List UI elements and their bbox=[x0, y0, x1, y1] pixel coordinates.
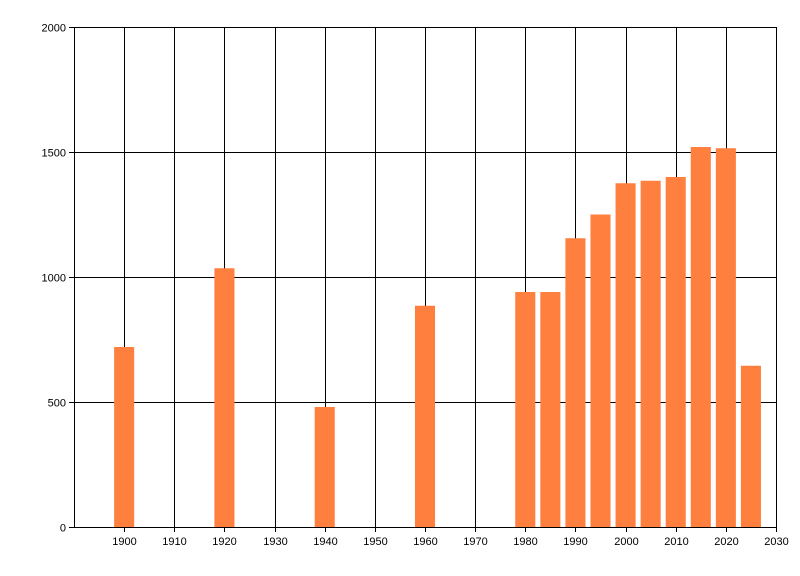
bar bbox=[690, 147, 711, 527]
y-tick-label: 1500 bbox=[42, 148, 66, 160]
x-tick-label: 2030 bbox=[764, 536, 788, 548]
y-tick-label: 500 bbox=[48, 398, 66, 410]
bar bbox=[615, 183, 636, 527]
bar bbox=[414, 305, 436, 527]
bars bbox=[114, 147, 761, 527]
y-tick-label: 2000 bbox=[42, 23, 66, 35]
x-tick-label: 1900 bbox=[112, 536, 136, 548]
x-tick-label: 2000 bbox=[614, 536, 638, 548]
x-tick-label: 2010 bbox=[664, 536, 688, 548]
x-tick-label: 1920 bbox=[212, 536, 236, 548]
bar bbox=[565, 238, 586, 527]
x-tick-label: 1910 bbox=[162, 536, 186, 548]
bar bbox=[214, 268, 235, 527]
y-tick-label: 0 bbox=[60, 523, 66, 535]
x-tick-label: 1960 bbox=[413, 536, 437, 548]
bar bbox=[640, 180, 661, 527]
tick-labels: 1900 1910 1920 1930 1940 1950 1960 1970 1980 1990… bbox=[42, 23, 789, 549]
x-tick-label: 1980 bbox=[513, 536, 537, 548]
x-tick-label: 2020 bbox=[714, 536, 738, 548]
bar bbox=[540, 292, 561, 527]
x-tick-label: 1950 bbox=[363, 536, 387, 548]
x-tick-label: 1970 bbox=[463, 536, 487, 548]
bar bbox=[665, 177, 686, 527]
bar bbox=[740, 365, 761, 527]
bar bbox=[314, 407, 335, 527]
bar bbox=[590, 214, 611, 527]
x-tick-label: 1990 bbox=[563, 536, 587, 548]
x-tick-label: 1930 bbox=[263, 536, 287, 548]
bar bbox=[114, 347, 135, 527]
bar bbox=[515, 292, 536, 527]
axes bbox=[74, 27, 776, 528]
y-tick-label: 1000 bbox=[42, 273, 66, 285]
x-tick-label: 1940 bbox=[313, 536, 337, 548]
bar bbox=[715, 148, 736, 527]
